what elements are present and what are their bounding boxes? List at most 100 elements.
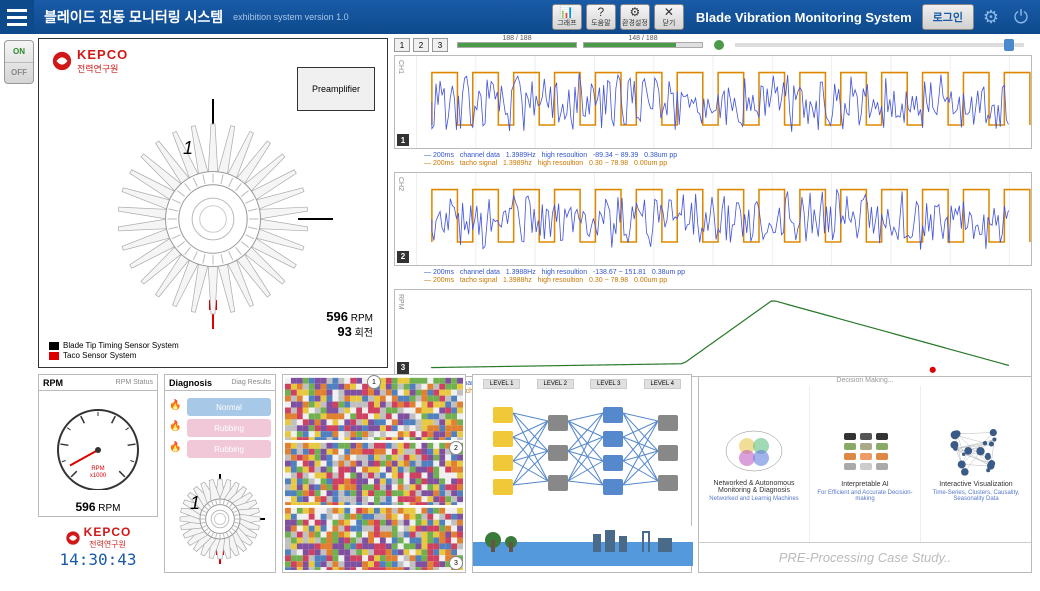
slider-thumb[interactable] xyxy=(1004,39,1014,51)
ai-cell-viz: Interactive Visualization Time-Series, C… xyxy=(920,386,1031,542)
diag-title: Diagnosis xyxy=(169,378,212,388)
diag-label: Normal xyxy=(187,398,271,416)
help-icon: ? xyxy=(598,6,605,18)
kepco-logo: KEPCO 전력연구원 xyxy=(51,47,128,75)
tab-1[interactable]: 1 xyxy=(394,38,410,52)
mosaic-label-1: 1 xyxy=(367,375,381,389)
city-silhouette xyxy=(473,526,693,566)
rpm-chart: RPM 3 xyxy=(394,289,1032,377)
power-icon[interactable]: ⏻ xyxy=(1008,4,1034,30)
svg-text:RPM: RPM xyxy=(91,466,104,472)
ch-num-3: 3 xyxy=(397,362,409,374)
content: KEPCO 전력연구원 Preamplifier 1 596 RPM 93 회전… xyxy=(38,34,1040,591)
ch-label-1: CH1 xyxy=(397,60,404,74)
ai-panel: Decision Making... Networked & Autonomou… xyxy=(698,374,1032,573)
mosaic-label-2: 2 xyxy=(449,441,463,455)
progress-1: 188 / 188 xyxy=(457,42,577,48)
legend-swatch-2 xyxy=(49,352,59,360)
kepco-mark-icon xyxy=(51,50,73,72)
ai-cell-brain: Networked & Autonomous Monitoring & Diag… xyxy=(699,386,809,542)
ai-cell-interpretable: Interpretable AI For Efficient and Accur… xyxy=(809,386,920,542)
mosaic-panel: 1 2 3 xyxy=(282,374,466,573)
rpm-panel-title: RPM xyxy=(43,378,63,388)
progress-2: 148 / 188 xyxy=(583,42,703,48)
flame-icon: 🔥 xyxy=(169,442,183,456)
rpm-panel: RPMRPM Status RPMx1000 596 RPM xyxy=(38,374,158,517)
kepco-mark-icon xyxy=(65,530,81,546)
flame-icon: 🔥 xyxy=(169,400,183,414)
time-slider[interactable] xyxy=(735,43,1024,47)
off-label: OFF xyxy=(5,62,33,84)
layers-icon xyxy=(830,427,900,477)
settings-icon[interactable]: ⚙ xyxy=(978,4,1004,30)
rpm-panel-sub: RPM Status xyxy=(116,379,153,386)
upper-row: KEPCO 전력연구원 Preamplifier 1 596 RPM 93 회전… xyxy=(38,34,1040,372)
diag-label: Rubbing xyxy=(187,440,271,458)
wave-chart-2: CH2 2 xyxy=(394,172,1032,266)
tool-help[interactable]: ?도움말 xyxy=(586,4,616,30)
tab-3[interactable]: 3 xyxy=(432,38,448,52)
login-button[interactable]: 로그인 xyxy=(922,4,974,30)
chart-footer-1: — 200ms channel data 1.3989Hz high resou… xyxy=(394,152,1032,169)
case-study-label: PRE-Processing Case Study.. xyxy=(699,542,1031,572)
rpm-readout: 596 RPM 93 회전 xyxy=(326,309,373,339)
diag-sub: Diag Results xyxy=(231,379,271,386)
tab-2[interactable]: 2 xyxy=(413,38,429,52)
flow-panel: LEVEL 1 LEVEL 2 LEVEL 3 LEVEL 4 xyxy=(472,374,692,573)
ch-num-1: 1 xyxy=(397,134,409,146)
diag-row: 🔥 Rubbing xyxy=(169,440,271,458)
kepco-sub: 전력연구원 xyxy=(77,62,128,75)
rpm-value: 596 RPM xyxy=(39,498,157,516)
lower-row: RPMRPM Status RPMx1000 596 RPM KEPCO전력연구… xyxy=(38,372,1040,579)
flow-diagram xyxy=(473,393,693,523)
app-subtitle: exhibition system version 1.0 xyxy=(233,12,349,22)
ch-label-2: CH2 xyxy=(397,177,404,191)
status-dot xyxy=(714,40,724,50)
level-headers: LEVEL 1 LEVEL 2 LEVEL 3 LEVEL 4 xyxy=(473,375,691,393)
legend-swatch-1 xyxy=(49,342,59,350)
rpm-gauge: RPMx1000 xyxy=(48,400,148,490)
mosaic-label-3: 3 xyxy=(449,556,463,570)
diag-label: Rubbing xyxy=(187,419,271,437)
chart-tabs: 1 2 3 188 / 188 148 / 188 xyxy=(394,38,1032,52)
onoff-column: ON OFF xyxy=(0,34,38,591)
menu-button[interactable] xyxy=(0,0,34,34)
mosaic-2 xyxy=(285,442,463,505)
onoff-toggle[interactable]: ON OFF xyxy=(4,40,34,84)
ch-num-2: 2 xyxy=(397,251,409,263)
flame-icon: 🔥 xyxy=(169,421,183,435)
charts-column: 1 2 3 188 / 188 148 / 188 CH1 1 — 200ms … xyxy=(394,38,1032,368)
close-icon: ✕ xyxy=(664,6,674,18)
diag-row: 🔥 Normal xyxy=(169,398,271,416)
network-icon xyxy=(941,427,1011,477)
mosaic-3 xyxy=(285,507,463,570)
progress-bars: 188 / 188 148 / 188 xyxy=(457,42,703,48)
svg-text:1: 1 xyxy=(183,138,193,158)
ch-label-rpm: RPM xyxy=(397,294,404,310)
gear-icon: ⚙ xyxy=(630,6,641,18)
mini-turbine-icon: 1 xyxy=(175,474,265,564)
app-title-en: Blade Vibration Monitoring System xyxy=(686,10,922,25)
kepco-footer: KEPCO전력연구원 14:30:43 xyxy=(38,521,158,573)
diag-row: 🔥 Rubbing xyxy=(169,419,271,437)
chart-icon: 📊 xyxy=(559,6,574,18)
turbine-diagram: 1 xyxy=(93,99,333,329)
diag-list: 🔥 Normal 🔥 Rubbing 🔥 Rubbing xyxy=(165,391,275,465)
brain-icon xyxy=(719,426,789,476)
tool-close[interactable]: ✕닫기 xyxy=(654,4,684,30)
svg-text:x1000: x1000 xyxy=(90,473,107,479)
diagnosis-panel: Diagnosis Diag Results 🔥 Normal 🔥 Rubbing 🔥 Ru… xyxy=(164,374,276,573)
header: 블레이드 진동 모니터링 시스템 exhibition system versi… xyxy=(0,0,1040,34)
on-label: ON xyxy=(5,41,33,62)
clock: 14:30:43 xyxy=(38,550,158,569)
main: ON OFF KEPCO 전력연구원 Preamplifier 1 596 RP… xyxy=(0,34,1040,591)
turbine-panel: KEPCO 전력연구원 Preamplifier 1 596 RPM 93 회전… xyxy=(38,38,388,368)
wave-chart-1: CH1 1 xyxy=(394,55,1032,149)
tool-settings[interactable]: ⚙환경설정 xyxy=(620,4,650,30)
sensor-legend: Blade Tip Timing Sensor System Taco Sens… xyxy=(49,340,179,361)
chart-footer-2: — 200ms channel data 1.3988Hz high resou… xyxy=(394,269,1032,286)
kepco-text: KEPCO xyxy=(77,47,128,62)
tool-graph[interactable]: 📊그래프 xyxy=(552,4,582,30)
svg-text:1: 1 xyxy=(190,493,200,513)
app-title-ko: 블레이드 진동 모니터링 시스템 xyxy=(34,7,233,27)
